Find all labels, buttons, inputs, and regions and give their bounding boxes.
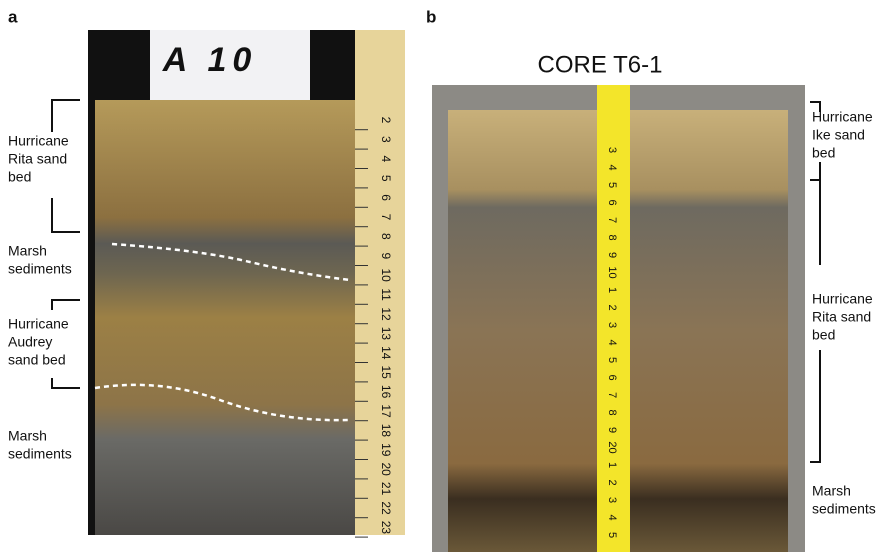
tape-number: 1 [606,287,618,293]
annotation: bed [812,327,835,343]
ruler-number: 11 [379,288,393,301]
core-b-left [448,110,600,552]
annotation: Rita sand [8,151,67,167]
core-b-right [628,110,788,552]
tape-number: 4 [606,339,618,345]
tape-number: 9 [606,252,618,258]
ruler-number: 5 [379,175,393,182]
annotation: Hurricane [8,133,69,149]
annotation: sand bed [8,352,66,368]
panel-letter: b [426,7,436,26]
annotation: Marsh [812,483,851,499]
tape-number: 2 [606,304,618,310]
ruler-number: 3 [379,136,393,143]
tape-number: 6 [606,374,618,380]
annotation: sediments [8,261,72,277]
tape-number: 9 [606,427,618,433]
tape-number: 3 [606,322,618,328]
ruler-number: 19 [379,443,393,457]
ruler-number: 23 [379,521,393,535]
annotation: Rita sand [812,309,871,325]
ruler-number: 12 [379,307,393,321]
tape-number: 5 [606,357,618,363]
tape-number: 1 [606,462,618,468]
tape-number: 4 [606,164,618,170]
tape-number: 20 [606,441,618,453]
panel-title: CORE T6-1 [538,51,663,78]
ruler-number: 9 [379,252,393,259]
annotation: bed [8,169,31,185]
bracket [52,300,80,388]
core-a [95,100,357,535]
tape-number: 3 [606,497,618,503]
panel-letter: a [8,7,18,26]
annotation: sediments [8,446,72,462]
tape-number: 10 [606,266,618,278]
ruler-number: 22 [379,501,393,515]
tape-number: 7 [606,217,618,223]
annotation: sediments [812,501,876,517]
ruler-number: 15 [379,366,393,380]
annotation: Audrey [8,334,52,350]
annotation: Hurricane [812,291,873,307]
annotation: Hurricane [812,109,873,125]
tape-number: 2 [606,479,618,485]
ruler-number: 14 [379,346,393,360]
ruler-number: 21 [379,482,393,496]
tape-number: 3 [606,147,618,153]
ruler-number: 2 [379,117,393,124]
ruler-number: 17 [379,404,393,418]
ruler-number: 20 [379,463,393,477]
sign-text: A 10 [162,41,258,79]
tape-number: 5 [606,182,618,188]
page: {"panel_a": {"letter": "a", "sign": "A 1… [0,0,891,552]
tape-number: 5 [606,532,618,538]
tape-number: 8 [606,234,618,240]
ruler-number: 6 [379,194,393,201]
ruler-number: 13 [379,327,393,341]
annotation: Ike sand [812,127,865,143]
annotation: bed [812,145,835,161]
ruler-number: 8 [379,233,393,240]
ruler-number: 4 [379,155,393,162]
tape-number: 7 [606,392,618,398]
tape-number: 6 [606,199,618,205]
ruler-number: 18 [379,424,393,438]
annotation: Marsh [8,243,47,259]
ruler-number: 10 [379,269,393,283]
tape-number: 8 [606,409,618,415]
tape-number: 4 [606,514,618,520]
ruler-number: 16 [379,385,393,399]
figure: a b A 10 CORE T6-1 Hurricane Rita sand bed… [0,0,891,552]
annotation: Hurricane [8,316,69,332]
ruler-number: 7 [379,214,393,221]
annotation: Marsh [8,428,47,444]
